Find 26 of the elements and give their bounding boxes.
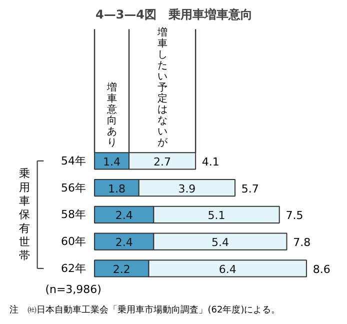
y-tick-label: 60年 bbox=[61, 235, 86, 248]
data-label: 1.4 bbox=[103, 155, 121, 168]
y-tick-label: 62年 bbox=[61, 262, 86, 275]
text: 増車したい予定はないが bbox=[157, 28, 168, 149]
y-axis-title: 乗用車保有世帯 bbox=[19, 167, 30, 262]
annotation: (n=3,986) bbox=[45, 283, 102, 296]
data-label: 6.4 bbox=[218, 262, 236, 276]
data-label: 5.4 bbox=[211, 236, 229, 250]
chart-title: 4—3—4図 乗用車増車意向 bbox=[95, 8, 253, 22]
data-label: 5.1 bbox=[208, 209, 226, 222]
data-label: 2.2 bbox=[112, 262, 130, 276]
total-label: 7.8 bbox=[293, 236, 311, 250]
data-label: 2.4 bbox=[115, 236, 133, 250]
total-label: 4.1 bbox=[202, 155, 220, 168]
total-label: 5.7 bbox=[241, 182, 259, 196]
data-label: 2.4 bbox=[115, 209, 133, 222]
total-label: 8.6 bbox=[312, 262, 330, 276]
series-label: 増車意向あり bbox=[106, 82, 117, 149]
total-label: 7.5 bbox=[286, 209, 304, 222]
text: 注 ㈳日本自動車工業会「乗用車市場動向調査」(62年度)による。 bbox=[10, 304, 280, 316]
data-label: 2.7 bbox=[154, 155, 172, 168]
y-tick-label: 58年 bbox=[61, 208, 86, 222]
y-tick-label: 54年 bbox=[61, 154, 86, 168]
data-label: 1.8 bbox=[108, 182, 126, 196]
data-label: 3.9 bbox=[178, 182, 196, 196]
y-tick-label: 56年 bbox=[61, 181, 86, 194]
